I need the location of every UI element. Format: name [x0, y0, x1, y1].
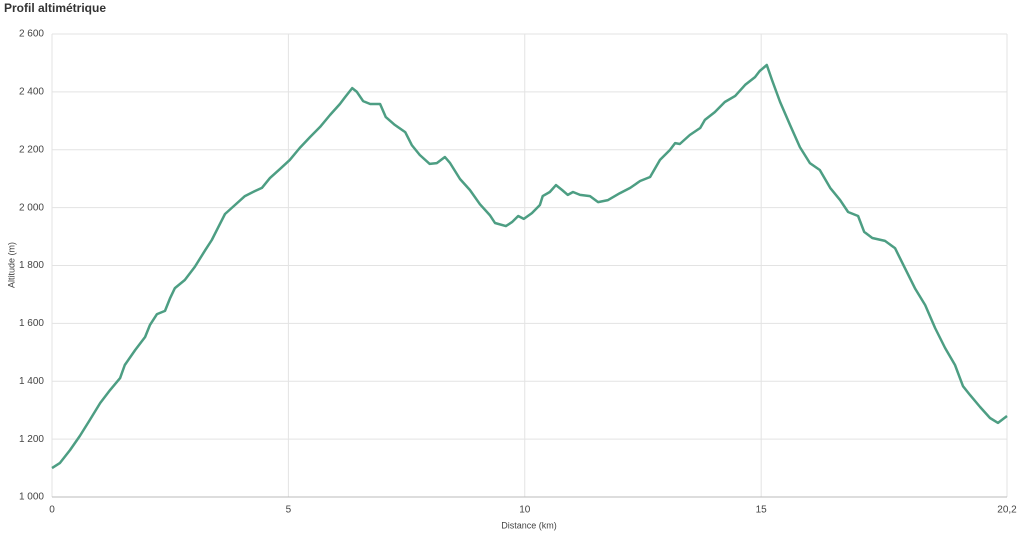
- y-tick-label: 1 000: [19, 492, 44, 503]
- y-tick-label: 1 600: [19, 318, 44, 329]
- y-tick-label: 1 200: [19, 434, 44, 445]
- x-axis-label: Distance (km): [501, 520, 557, 530]
- y-tick-label: 2 400: [19, 87, 44, 98]
- y-axis-label: Altitude (m): [6, 242, 16, 288]
- x-tick-label: 0: [49, 505, 55, 516]
- y-tick-label: 2 200: [19, 144, 44, 155]
- chart-title: Profil altimétrique: [4, 1, 106, 15]
- x-tick-label: 20,2: [997, 505, 1017, 516]
- x-tick-label: 5: [286, 505, 292, 516]
- x-tick-label: 10: [519, 505, 531, 516]
- x-tick-label: 15: [756, 505, 768, 516]
- y-tick-label: 1 800: [19, 260, 44, 271]
- y-tick-label: 1 400: [19, 376, 44, 387]
- y-tick-label: 2 000: [19, 202, 44, 213]
- y-tick-label: 2 600: [19, 29, 44, 40]
- elevation-line: [51, 63, 1008, 470]
